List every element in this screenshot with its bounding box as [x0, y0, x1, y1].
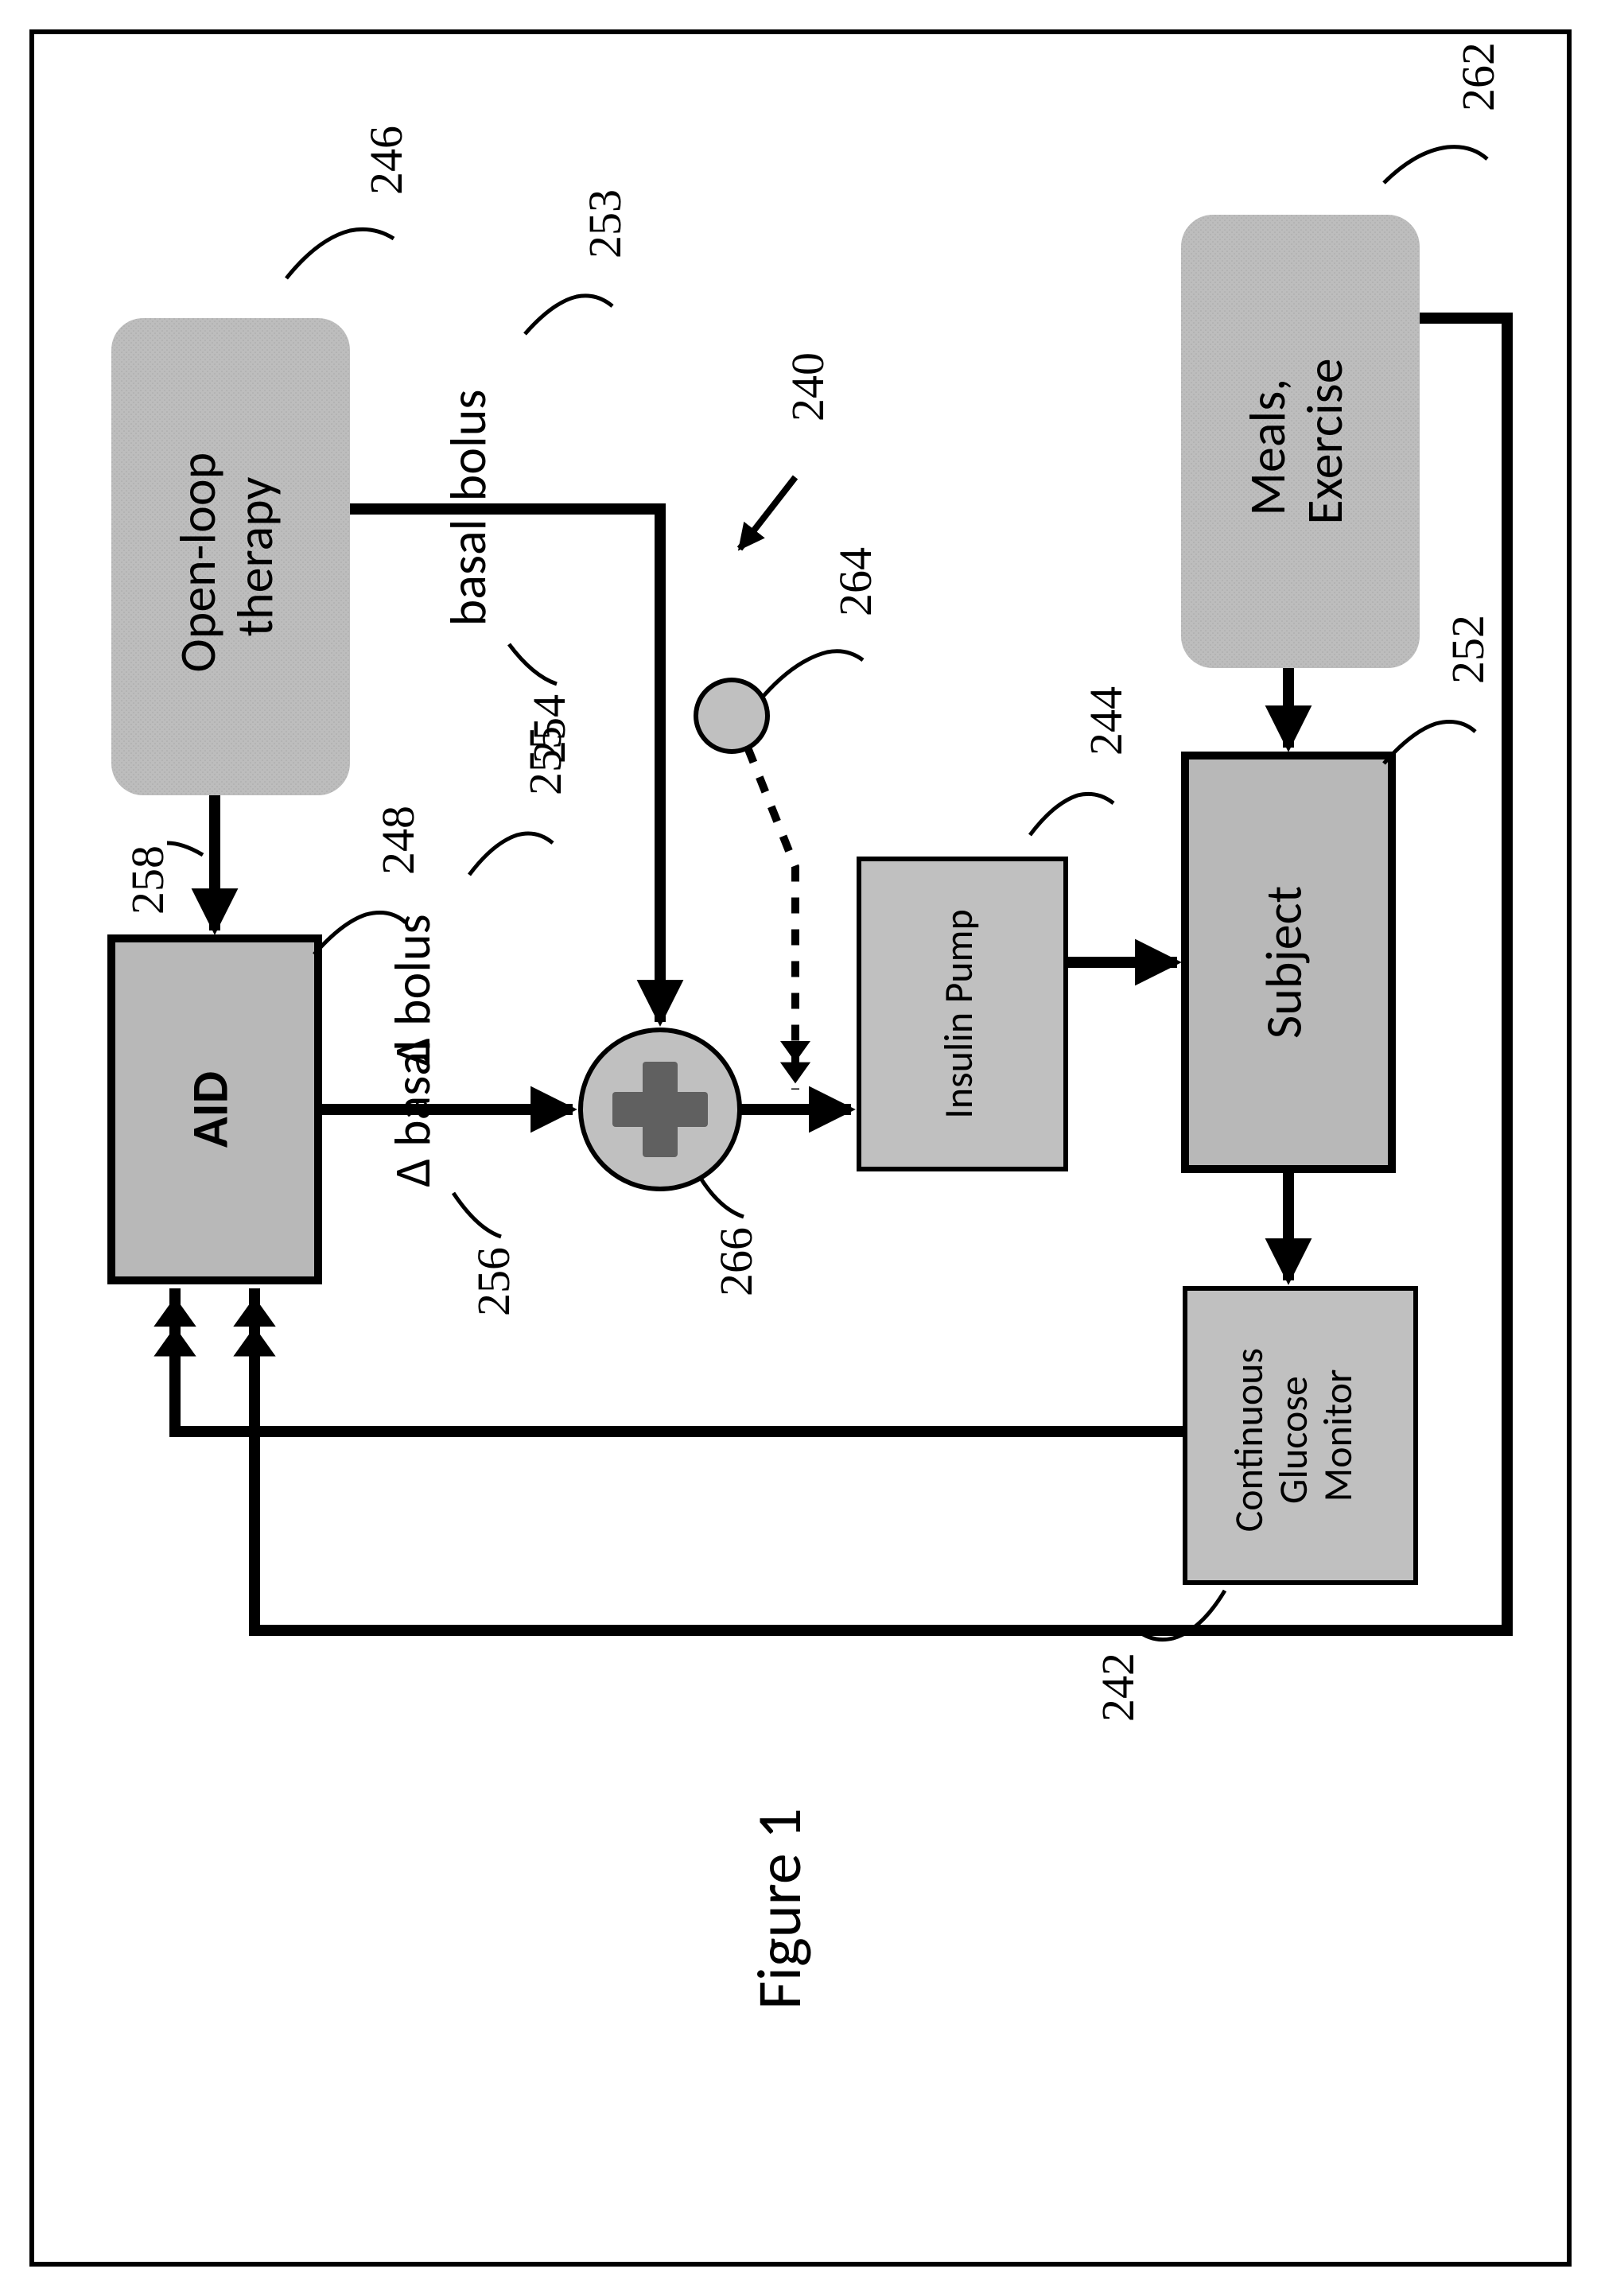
figure-caption: Figure 1 [741, 1808, 817, 2010]
subject-label: Subject [1253, 886, 1315, 1039]
svg-text:Meals, Exercise: Meals, Exercise [1237, 358, 1356, 524]
aid-label: AID [180, 1071, 242, 1148]
cgm-label-1: Continuous [1225, 1348, 1273, 1532]
ref-255-text: 255 [519, 726, 571, 795]
node-dot [696, 680, 767, 752]
meals-label-1: Meals, [1237, 379, 1299, 516]
ref-264: 264 [764, 547, 881, 696]
node-insulin-pump: Insulin Pump [859, 859, 1066, 1169]
ref-266-text: 266 [710, 1227, 762, 1296]
ref-253: 253 [525, 189, 631, 334]
ref-242-text: 242 [1092, 1653, 1144, 1722]
node-meals-exercise: Meals, Exercise [1181, 215, 1420, 668]
node-subject: Subject [1185, 756, 1392, 1169]
cgm-label-3: Monitor [1314, 1369, 1362, 1502]
ref-244: 244 [1030, 686, 1132, 835]
ref-240-text: 240 [782, 352, 834, 422]
ref-246: 246 [286, 126, 412, 278]
ref-258: 258 [122, 843, 203, 915]
cgm-label-2: Glucose [1269, 1376, 1318, 1504]
meals-label-2: Exercise [1294, 358, 1356, 524]
ref-256-text: 256 [468, 1247, 519, 1316]
label-basal: basal [437, 519, 499, 627]
ref-248-text: 248 [372, 806, 424, 875]
ref-242: 242 [1092, 1591, 1225, 1722]
node-cgm: Continuous Glucose Monitor [1185, 1288, 1416, 1583]
ref-240: 240 [740, 352, 834, 549]
insulin-pump-label: Insulin Pump [935, 909, 983, 1119]
node-summer [581, 1030, 740, 1189]
ref-262: 262 [1384, 42, 1504, 183]
ref-258-text: 258 [122, 845, 173, 915]
ref-264-text: 264 [830, 547, 881, 616]
ref-252-text: 252 [1442, 615, 1494, 684]
node-aid: AID [111, 938, 318, 1280]
open-loop-label-2: therapy [224, 477, 286, 637]
ref-244-text: 244 [1080, 686, 1132, 756]
arrow-cgm-to-aid [175, 1288, 1185, 1432]
ref-266: 266 [700, 1177, 762, 1296]
ref-246-text: 246 [360, 126, 412, 195]
diagram-svg: Open-loop therapy AID Meals, Exercise Su… [0, 0, 1601, 2296]
label-delta-basal: Δ basal [382, 1039, 444, 1187]
ref-253-text: 253 [579, 189, 631, 258]
ref-256: 256 [453, 1193, 519, 1316]
ref-255: 255 [469, 726, 571, 875]
arrow-dot-to-pump-dashed [748, 748, 795, 1090]
ref-262-text: 262 [1452, 42, 1504, 111]
node-open-loop-therapy: Open-loop therapy [111, 318, 350, 795]
label-bolus: bolus [437, 390, 499, 502]
open-loop-label-1: Open-loop [167, 453, 229, 673]
